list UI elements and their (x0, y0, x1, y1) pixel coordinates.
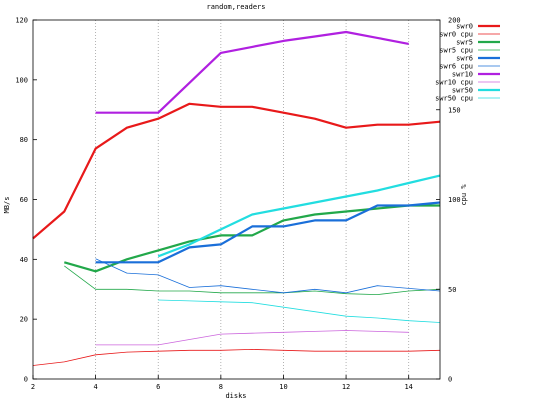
x-tick-label: 8 (219, 383, 223, 391)
legend-label: swr0 (456, 23, 473, 31)
y-tick-label: 80 (20, 136, 28, 144)
x-tick-label: 12 (342, 383, 350, 391)
legend-label: swr50 (452, 87, 473, 95)
series-lines (32, 30, 441, 366)
series-line-swr6-cpu (95, 258, 441, 294)
y-tick-label: 60 (20, 196, 28, 204)
legend-label: swr5 cpu (439, 47, 473, 55)
y-tick-label: 100 (15, 76, 28, 84)
y2-tick-label: 50 (448, 286, 456, 294)
legend-label: swr6 (456, 55, 473, 63)
x-tick-label: 2 (31, 383, 35, 391)
legend-label: swr10 (452, 71, 473, 79)
y-tick-label: 40 (20, 256, 28, 264)
y2-tick-label: 150 (448, 106, 461, 114)
legend-label: swr0 cpu (439, 31, 473, 39)
y2-tick-label: 0 (448, 376, 452, 384)
legend-label: swr6 cpu (439, 63, 473, 71)
y2-axis-label: cpu % (460, 184, 468, 206)
series-line-swr50-cpu (158, 299, 441, 323)
y-axis-label: MB/s (3, 197, 11, 214)
y-tick-label: 120 (15, 17, 28, 25)
series-line-swr6 (95, 201, 441, 264)
x-tick-label: 4 (94, 383, 98, 391)
grid (95, 20, 410, 379)
y-tick-label: 20 (20, 316, 28, 324)
legend-label: swr10 cpu (435, 79, 473, 87)
legend-label: swr5 (456, 39, 473, 47)
plot-frame (32, 19, 441, 380)
series-line-swr50 (157, 174, 441, 258)
x-tick-label: 10 (279, 383, 287, 391)
chart-title: random,readers (206, 3, 265, 11)
x-tick-label: 14 (404, 383, 412, 391)
series-line-swr0-cpu (32, 348, 441, 366)
x-tick-label: 6 (156, 383, 160, 391)
series-line-swr10-cpu (95, 330, 409, 346)
y2-tick-label: 100 (448, 196, 461, 204)
series-line-swr0 (32, 102, 441, 240)
series-line-swr10 (95, 30, 409, 114)
series-line-swr5 (63, 204, 440, 273)
axis-ticks: 2 4 6 8 10 12 14 0 20 40 60 80 100 120 0 50 100 150 200 (15, 17, 460, 392)
y2-tick-label: 200 (448, 17, 461, 25)
y-tick-label: 0 (24, 376, 28, 384)
series-line-swr5-cpu (64, 265, 441, 296)
legend-label: swr50 cpu (435, 95, 473, 103)
x-axis-label: disks (225, 392, 246, 400)
